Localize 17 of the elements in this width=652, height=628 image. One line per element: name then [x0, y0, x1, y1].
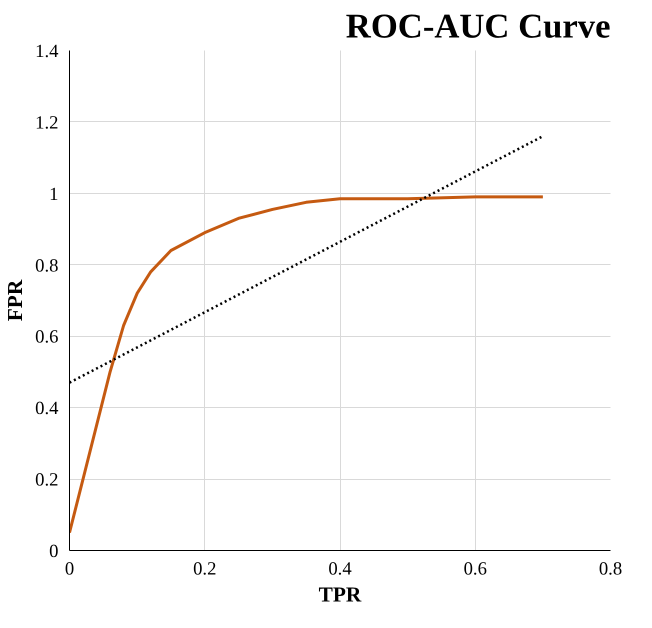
y-tick-label: 0 — [49, 541, 58, 562]
x-tick-label: 0.8 — [598, 558, 622, 580]
y-tick-label: 0.4 — [35, 398, 60, 420]
y-tick-label: 1.4 — [35, 41, 60, 62]
x-tick-label: 0.6 — [464, 558, 487, 580]
y-axis-title: FPR — [3, 279, 28, 322]
x-tick-label: 0 — [64, 558, 74, 580]
chart-title: ROC-AUC Curve — [346, 8, 611, 46]
line-series — [70, 195, 544, 534]
y-tick-label: 1 — [49, 184, 58, 205]
y-tick-label: 0.8 — [35, 255, 59, 276]
x-axis-title: TPR — [318, 582, 362, 606]
y-tick-label: 1.2 — [35, 112, 59, 134]
x-tick-label: 0.2 — [193, 558, 216, 580]
x-tick-label: 0.4 — [328, 558, 352, 580]
y-tick-label: 0.2 — [35, 470, 59, 491]
y-tick-label: 0.6 — [35, 326, 59, 348]
